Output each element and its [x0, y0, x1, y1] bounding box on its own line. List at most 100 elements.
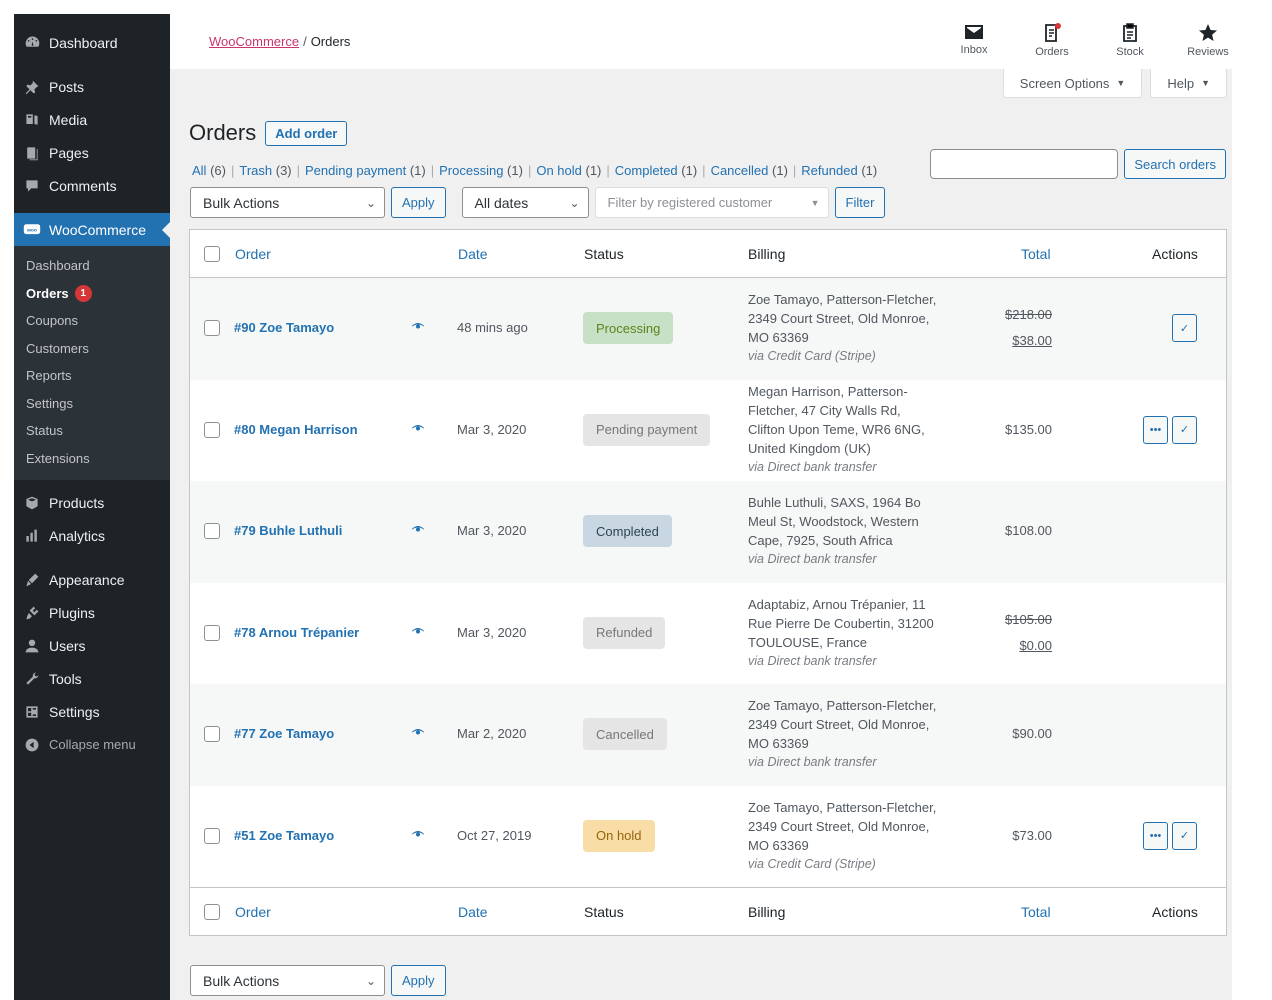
filter-button[interactable]: Filter: [834, 187, 886, 218]
table-row[interactable]: #90 Zoe Tamayo 48 mins ago Processing Zoe T…: [190, 278, 1226, 380]
order-total: $218.00 $38.00: [962, 302, 1052, 354]
stock-icon: [1123, 23, 1137, 42]
order-link[interactable]: #90 Zoe Tamayo: [234, 320, 335, 335]
complete-order-button[interactable]: ✓: [1172, 314, 1197, 342]
submenu-item-customers[interactable]: Customers: [14, 335, 170, 363]
breadcrumb-woocommerce-link[interactable]: WooCommerce: [209, 34, 300, 49]
screen-options-label: Screen Options: [1019, 75, 1110, 91]
table-row[interactable]: #78 Arnou Trépanier Mar 3, 2020 Refunded Ad…: [190, 583, 1226, 685]
submenu-item-status[interactable]: Status: [14, 417, 170, 445]
row-checkbox[interactable]: [204, 421, 220, 438]
sidebar-item-products[interactable]: Products: [14, 486, 170, 519]
order-link[interactable]: #78 Arnou Trépanier: [234, 624, 360, 640]
sidebar-item-comments[interactable]: Comments: [14, 169, 170, 202]
eye-icon[interactable]: [410, 523, 426, 538]
order-total: $73.00: [962, 823, 1052, 849]
column-order[interactable]: Order: [235, 904, 271, 920]
select-all-checkbox[interactable]: [204, 246, 220, 262]
billing-line: United Kingdom (UK): [748, 441, 871, 456]
checkmark-icon: ✓: [1179, 830, 1190, 842]
eye-icon[interactable]: [410, 625, 426, 640]
eye-icon[interactable]: [410, 422, 426, 437]
column-total[interactable]: Total: [1021, 904, 1051, 920]
view-link[interactable]: On hold: [536, 163, 582, 178]
submenu-item-orders[interactable]: Orders 1: [14, 280, 170, 308]
order-link[interactable]: #51 Zoe Tamayo: [234, 827, 335, 843]
sidebar-item-label: Users: [49, 637, 86, 654]
sidebar-item-woocommerce[interactable]: woo WooCommerce: [14, 213, 170, 246]
apply-bulk-button[interactable]: Apply: [391, 965, 446, 996]
search-orders-button[interactable]: Search orders: [1124, 149, 1226, 179]
row-checkbox[interactable]: [204, 624, 220, 641]
sidebar-item-appearance[interactable]: Appearance: [14, 563, 170, 596]
sidebar-item-settings[interactable]: Settings: [14, 695, 170, 728]
view-link[interactable]: Pending payment: [305, 163, 407, 178]
customer-filter-select[interactable]: Filter by registered customer ▼: [594, 187, 829, 218]
table-row[interactable]: #77 Zoe Tamayo Mar 2, 2020 Cancelled Zoe Ta…: [190, 684, 1226, 786]
collapse-menu-button[interactable]: Collapse menu: [14, 728, 170, 761]
appearance-icon: [23, 571, 41, 589]
submenu-item-dashboard[interactable]: Dashboard: [14, 252, 170, 280]
activity-inbox[interactable]: Inbox: [944, 22, 1004, 56]
select-all-checkbox[interactable]: [204, 904, 220, 920]
activity-orders[interactable]: Orders: [1022, 22, 1082, 58]
woocommerce-header: WooCommerce / Orders Inbox Orders Stock Re…: [170, 14, 1232, 69]
table-row[interactable]: #79 Buhle Luthuli Mar 3, 2020 Completed Buh…: [190, 481, 1226, 583]
column-date[interactable]: Date: [458, 904, 488, 920]
sidebar-item-users[interactable]: Users: [14, 629, 170, 662]
bulk-actions-select[interactable]: Bulk Actions ⌄: [190, 187, 385, 218]
eye-icon[interactable]: [410, 828, 426, 843]
table-row[interactable]: #51 Zoe Tamayo Oct 27, 2019 On hold Zoe Tam…: [190, 786, 1226, 888]
sidebar-item-posts[interactable]: Posts: [14, 70, 170, 103]
screen-options-button[interactable]: Screen Options ▼: [1002, 69, 1143, 98]
column-order[interactable]: Order: [235, 246, 271, 262]
row-checkbox[interactable]: [204, 523, 220, 539]
sidebar-item-media[interactable]: Media: [14, 103, 170, 136]
column-total[interactable]: Total: [1021, 246, 1051, 262]
submenu-item-reports[interactable]: Reports: [14, 362, 170, 390]
order-date: Mar 3, 2020: [457, 523, 527, 538]
view-link[interactable]: All: [192, 163, 207, 178]
view-link[interactable]: Trash: [239, 163, 273, 178]
view-link[interactable]: Cancelled: [710, 163, 769, 178]
woocommerce-submenu: Dashboard Orders 1 Coupons Customers Repo…: [14, 246, 170, 480]
view-separator: |: [702, 163, 706, 178]
order-link[interactable]: #77 Zoe Tamayo: [234, 726, 335, 741]
row-checkbox[interactable]: [204, 827, 220, 844]
search-orders-input[interactable]: [930, 149, 1119, 179]
sidebar-item-label: Plugins: [49, 604, 95, 621]
apply-bulk-button[interactable]: Apply: [391, 187, 446, 218]
activity-reviews[interactable]: Reviews: [1178, 22, 1238, 58]
sidebar-item-analytics[interactable]: Analytics: [14, 519, 170, 552]
view-link[interactable]: Processing: [439, 163, 504, 178]
submenu-item-extensions[interactable]: Extensions: [14, 445, 170, 473]
help-button[interactable]: Help ▼: [1150, 69, 1227, 98]
column-date[interactable]: Date: [458, 246, 488, 262]
add-order-button[interactable]: Add order: [265, 120, 348, 146]
more-actions-button[interactable]: •••: [1143, 415, 1168, 444]
sidebar-item-pages[interactable]: Pages: [14, 136, 170, 169]
eye-icon[interactable]: [410, 320, 426, 335]
eye-icon[interactable]: [410, 726, 426, 741]
complete-order-button[interactable]: ✓: [1172, 821, 1197, 850]
submenu-item-settings[interactable]: Settings: [14, 390, 170, 418]
submenu-item-coupons[interactable]: Coupons: [14, 307, 170, 335]
complete-order-button[interactable]: ✓: [1172, 415, 1197, 444]
sidebar-item-dashboard[interactable]: Dashboard: [14, 26, 170, 59]
view-link[interactable]: Refunded: [801, 163, 858, 178]
billing-line: Megan Harrison, Patterson-: [748, 384, 908, 399]
pin-icon: [23, 78, 41, 96]
bulk-actions-select[interactable]: Bulk Actions ⌄: [190, 965, 385, 996]
row-checkbox[interactable]: [204, 320, 220, 336]
order-link[interactable]: #79 Buhle Luthuli: [234, 523, 343, 538]
table-row[interactable]: #80 Megan Harrison Mar 3, 2020 Pending pay…: [190, 380, 1226, 482]
activity-stock[interactable]: Stock: [1100, 22, 1160, 58]
order-link[interactable]: #80 Megan Harrison: [234, 421, 358, 437]
view-link[interactable]: Completed: [614, 163, 678, 178]
more-actions-button[interactable]: •••: [1143, 821, 1168, 850]
date-filter-select[interactable]: All dates ⌄: [461, 187, 589, 218]
sidebar-item-plugins[interactable]: Plugins: [14, 596, 170, 629]
net-total: $90.00: [1012, 726, 1052, 741]
row-checkbox[interactable]: [204, 726, 220, 742]
sidebar-item-tools[interactable]: Tools: [14, 662, 170, 695]
